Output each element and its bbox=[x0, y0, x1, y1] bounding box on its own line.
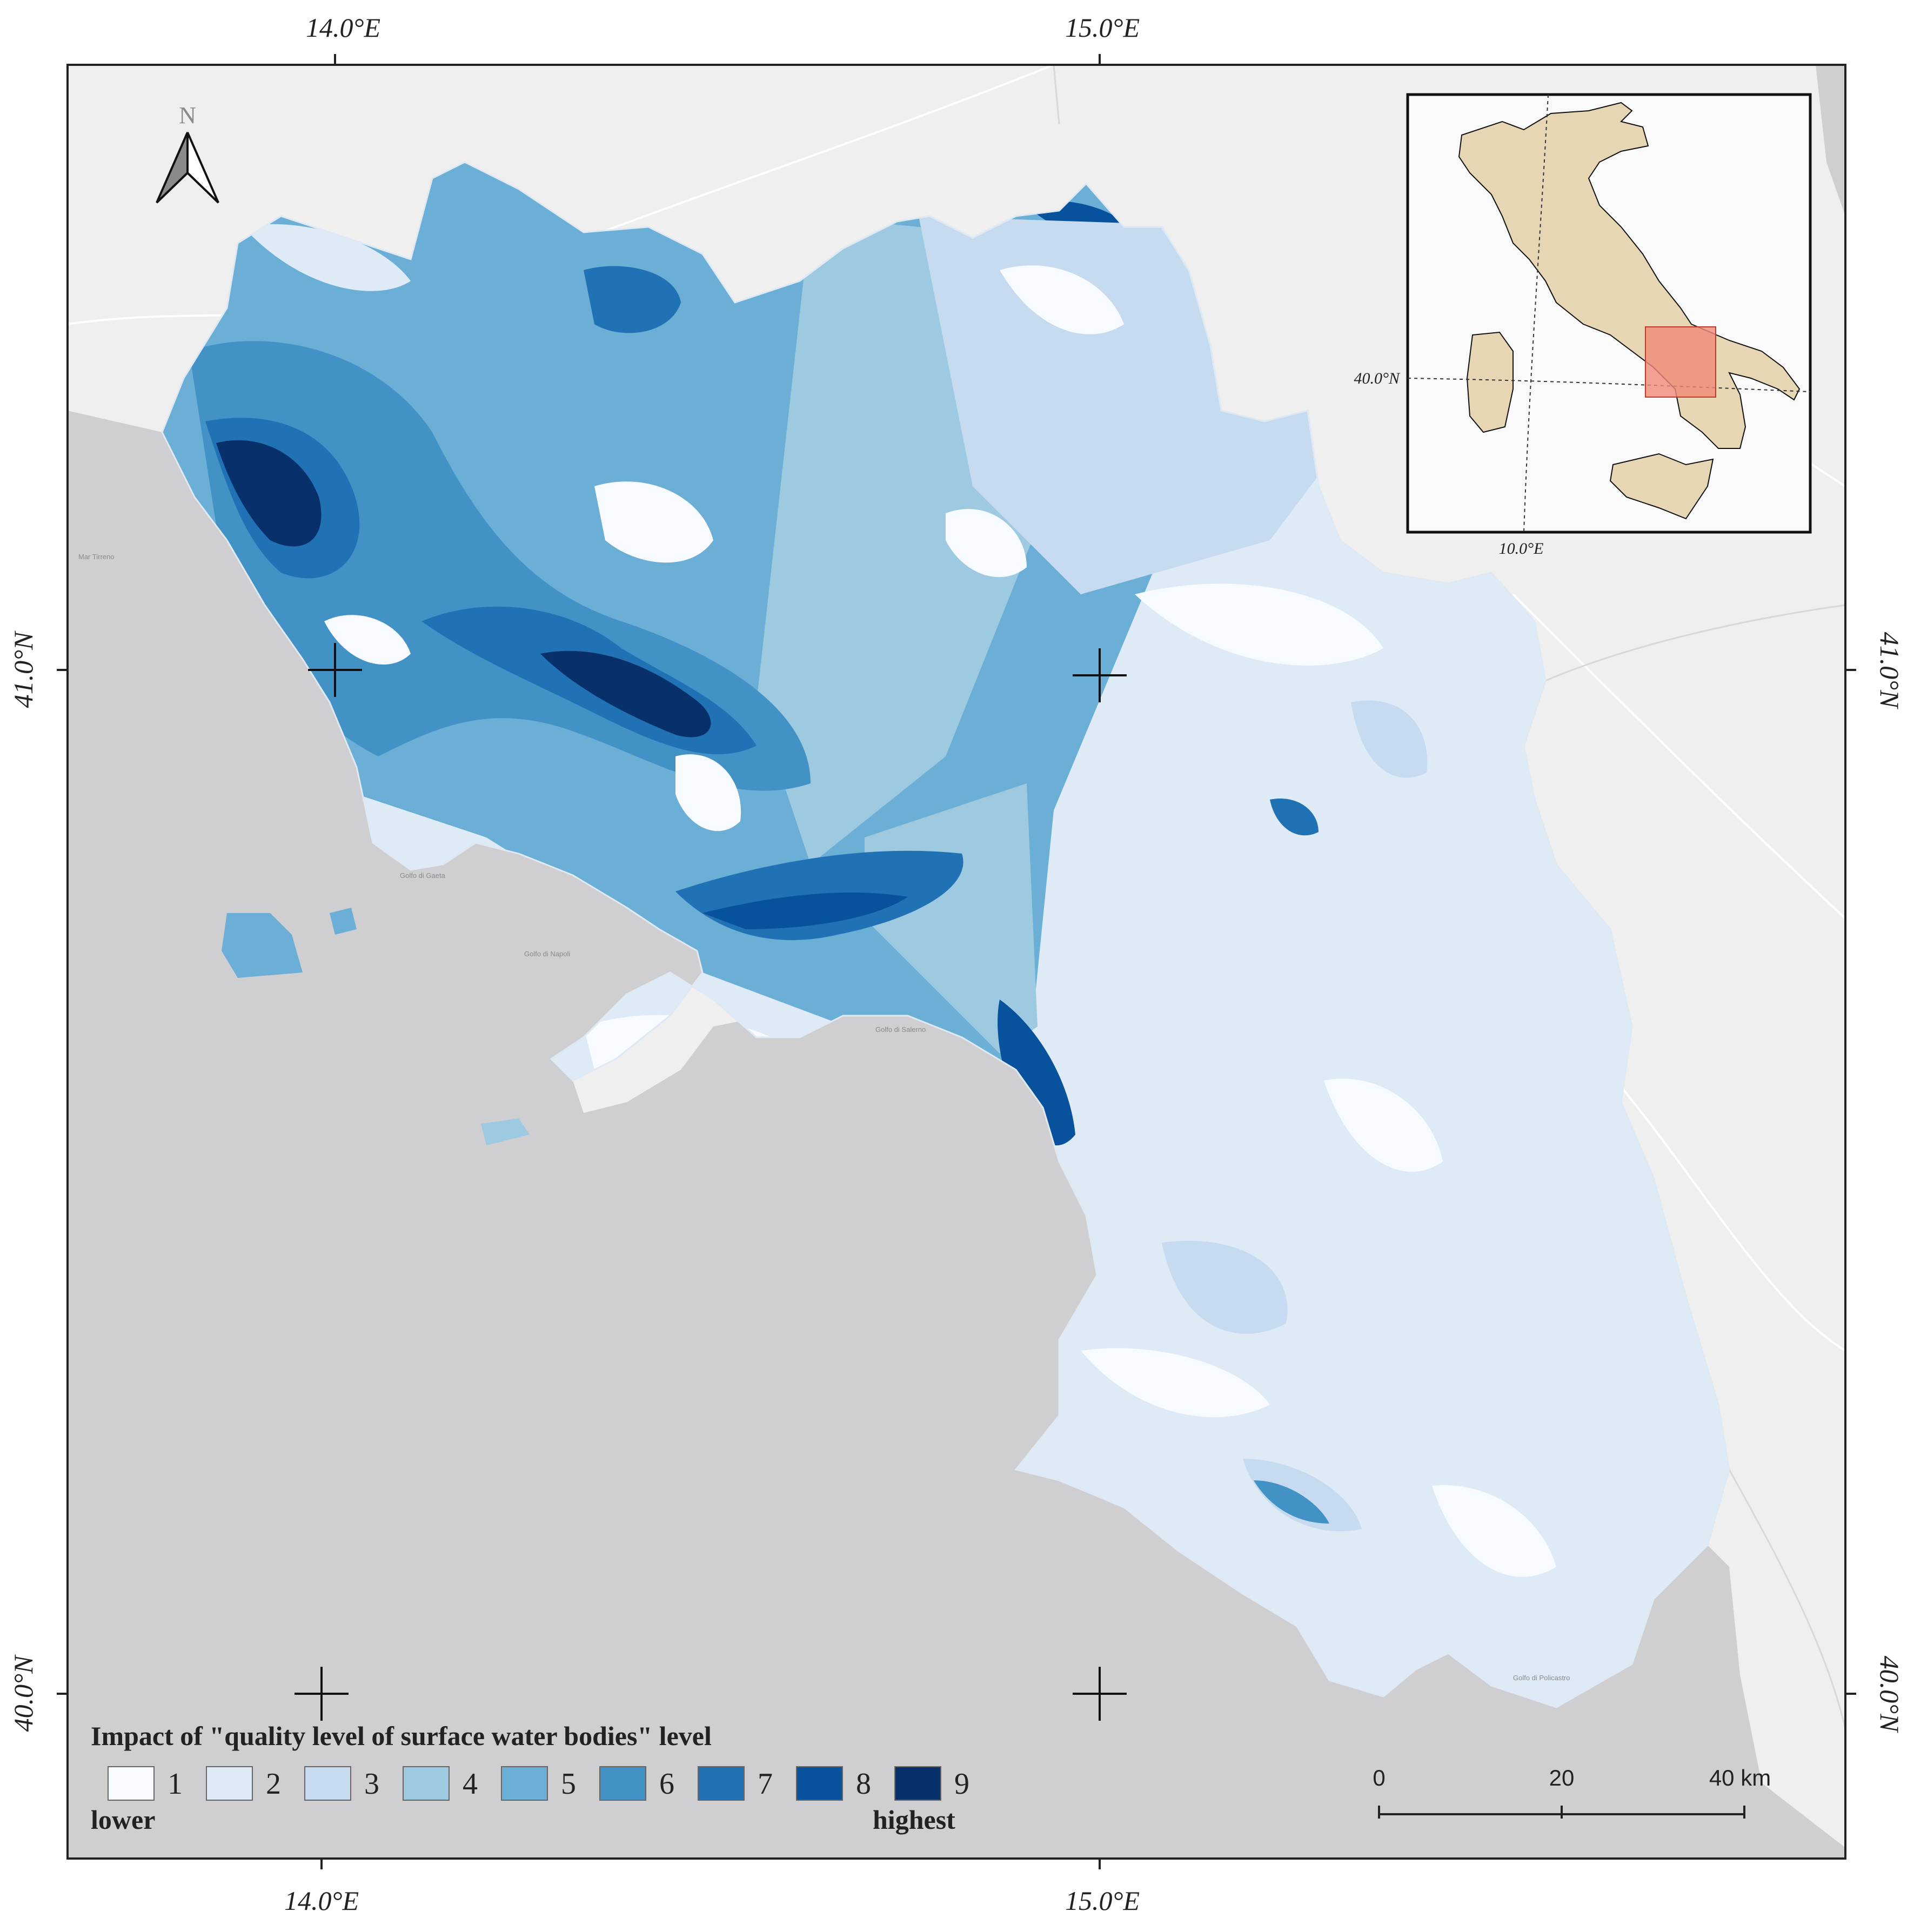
class-1-patch-n bbox=[1324, 1078, 1443, 1172]
inset-sardinia bbox=[1466, 331, 1514, 433]
class-6-patch-l bbox=[1254, 1480, 1329, 1524]
island-procida bbox=[330, 908, 357, 935]
cross-15e-40n bbox=[1073, 1667, 1127, 1721]
scale-label-40: 40 km bbox=[1709, 1765, 1771, 1790]
legend-label-4: 4 bbox=[463, 1767, 478, 1801]
class-1-patch-a bbox=[594, 481, 713, 563]
sea-label-gaeta: Golfo di Gaeta bbox=[400, 871, 446, 880]
lon-label-top-14: 14.0°E bbox=[306, 12, 380, 43]
legend-swatch-2 bbox=[206, 1766, 253, 1801]
scale-line bbox=[1378, 1806, 1745, 1819]
island-ischia bbox=[222, 913, 303, 978]
lon-label-bottom-14: 14.0°E bbox=[284, 1886, 359, 1916]
legend-label-8: 8 bbox=[856, 1767, 871, 1801]
lat-label-left-40: 40.0°N bbox=[8, 1654, 38, 1732]
class-1-patch-k bbox=[1081, 1348, 1270, 1418]
legend-label-2: 2 bbox=[266, 1767, 281, 1801]
scale-label-0: 0 bbox=[1373, 1765, 1385, 1790]
class-8-zone-c bbox=[702, 892, 908, 929]
legend-low-label: lower bbox=[91, 1804, 155, 1835]
legend-label-5: 5 bbox=[561, 1767, 576, 1801]
legend-swatches: 1 2 3 4 5 6 7 8 9 bbox=[108, 1766, 969, 1801]
scale-label-20: 20 bbox=[1549, 1765, 1575, 1790]
class-7-zone-e bbox=[584, 266, 681, 333]
inset-study-area-highlight bbox=[1645, 326, 1716, 398]
legend-swatch-4 bbox=[403, 1766, 450, 1801]
legend-swatch-1 bbox=[108, 1766, 155, 1801]
frame-ticks bbox=[57, 54, 1856, 1869]
legend-label-1: 1 bbox=[168, 1767, 183, 1801]
inset-lon-line bbox=[1523, 94, 1549, 533]
map-area: Mar Tirreno Golfo di Gaeta Golfo di Napo… bbox=[68, 65, 1845, 1859]
class-7-patch-o bbox=[1270, 799, 1319, 836]
sea-label-napoli: Golfo di Napoli bbox=[524, 950, 570, 958]
legend-label-3: 3 bbox=[364, 1767, 379, 1801]
class-3-patch-i bbox=[1162, 1240, 1288, 1334]
map-frame bbox=[66, 64, 1846, 1860]
inset-lat-line bbox=[1407, 378, 1811, 392]
legend-label-7: 7 bbox=[758, 1767, 773, 1801]
class-1-patch-m bbox=[1432, 1485, 1556, 1577]
legend-swatch-3 bbox=[304, 1766, 351, 1801]
legend: Impact of "quality level of surface wate… bbox=[91, 1721, 969, 1835]
lat-label-left-41: 41.0°N bbox=[8, 630, 38, 708]
legend-label-9: 9 bbox=[954, 1767, 969, 1801]
class-1-patch-e bbox=[946, 509, 1027, 578]
class-1-patch-h bbox=[1135, 583, 1383, 666]
lon-label-bottom-15: 15.0°E bbox=[1065, 1886, 1140, 1916]
cross-14e-41n bbox=[308, 643, 362, 697]
cross-15e-41n bbox=[1073, 648, 1127, 702]
sea-label-policastro: Golfo di Policastro bbox=[1513, 1674, 1570, 1682]
north-arrow: N bbox=[156, 102, 219, 204]
inset-lon-label: 10.0°E bbox=[1499, 540, 1544, 558]
legend-swatch-6 bbox=[599, 1766, 646, 1801]
regional-borders bbox=[1053, 65, 1845, 1729]
inset-map: 40.0°N 10.0°E bbox=[1354, 93, 1812, 558]
class-8-zone-d bbox=[998, 999, 1075, 1146]
legend-high-label: highest bbox=[873, 1804, 955, 1835]
sea-label-salerno: Golfo di Salerno bbox=[875, 1025, 926, 1034]
class-3-patch-j bbox=[1351, 700, 1428, 778]
class-1-patch-b bbox=[675, 754, 741, 831]
legend-swatch-9 bbox=[894, 1766, 941, 1801]
legend-swatch-5 bbox=[501, 1766, 548, 1801]
lat-label-right-41: 41.0°N bbox=[1875, 632, 1905, 709]
legend-swatch-8 bbox=[796, 1766, 843, 1801]
class-1-patch-d bbox=[324, 615, 411, 665]
legend-swatch-7 bbox=[698, 1766, 745, 1801]
north-arrow-label: N bbox=[179, 102, 196, 129]
sea-label-tirreno: Mar Tirreno bbox=[78, 553, 114, 561]
island-capri bbox=[481, 1118, 530, 1145]
lon-label-top-15: 15.0°E bbox=[1065, 12, 1140, 43]
class-2-patch-c bbox=[243, 224, 411, 291]
region-outline bbox=[161, 161, 1730, 1708]
tyrrhenian-sea bbox=[68, 411, 1845, 1859]
class-1-patch-g bbox=[1000, 265, 1124, 334]
north-arrow-right bbox=[186, 132, 219, 204]
legend-label-6: 6 bbox=[659, 1767, 674, 1801]
lat-label-right-40: 40.0°N bbox=[1875, 1656, 1905, 1733]
inset-lat-label: 40.0°N bbox=[1354, 370, 1400, 387]
class-9-zone-b bbox=[540, 650, 711, 737]
cross-14e-40n bbox=[295, 1667, 349, 1721]
graticule-crosses bbox=[295, 643, 1127, 1721]
class-9-zone-a bbox=[216, 440, 322, 547]
scale-bar: 0 20 40 km bbox=[1373, 1765, 1771, 1819]
adriatic-sea bbox=[1816, 65, 1845, 216]
class-3-patch-l bbox=[1243, 1459, 1362, 1532]
legend-title: Impact of "quality level of surface wate… bbox=[91, 1721, 712, 1751]
inset-graticule bbox=[1407, 94, 1811, 533]
inset-sicily bbox=[1609, 453, 1714, 520]
